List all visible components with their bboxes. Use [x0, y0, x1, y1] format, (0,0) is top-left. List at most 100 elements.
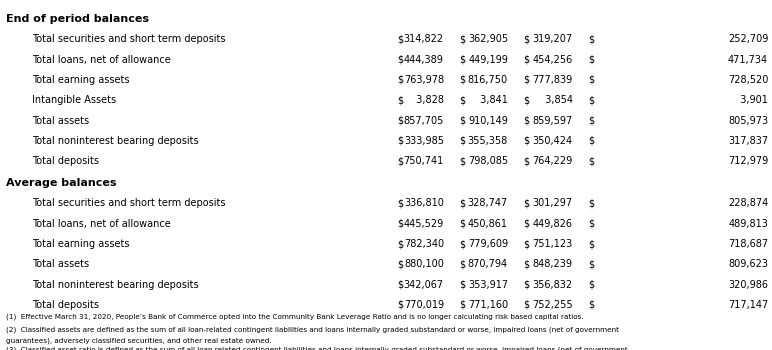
Text: 910,149: 910,149	[468, 116, 508, 126]
Text: Total assets: Total assets	[32, 116, 90, 126]
Text: $: $	[398, 136, 404, 146]
Text: Total securities and short term deposits: Total securities and short term deposits	[32, 198, 226, 209]
Text: Total loans, net of allowance: Total loans, net of allowance	[32, 55, 171, 65]
Text: $: $	[588, 156, 594, 166]
Text: 350,424: 350,424	[533, 136, 573, 146]
Text: $: $	[588, 95, 594, 105]
Text: $: $	[398, 259, 404, 270]
Text: $: $	[523, 219, 530, 229]
Text: End of period balances: End of period balances	[6, 14, 149, 24]
Text: 445,529: 445,529	[404, 219, 444, 229]
Text: 454,256: 454,256	[533, 55, 573, 65]
Text: Total noninterest bearing deposits: Total noninterest bearing deposits	[32, 136, 199, 146]
Text: $: $	[523, 300, 530, 310]
Text: 782,340: 782,340	[404, 239, 444, 249]
Text: 859,597: 859,597	[533, 116, 573, 126]
Text: 848,239: 848,239	[533, 259, 573, 270]
Text: guarantees), adversely classified securities, and other real estate owned.: guarantees), adversely classified securi…	[6, 338, 272, 344]
Text: $: $	[523, 280, 530, 290]
Text: $: $	[523, 198, 530, 209]
Text: $: $	[588, 239, 594, 249]
Text: Total deposits: Total deposits	[32, 156, 100, 166]
Text: 228,874: 228,874	[728, 198, 768, 209]
Text: 449,199: 449,199	[468, 55, 508, 65]
Text: 449,826: 449,826	[533, 219, 573, 229]
Text: 752,255: 752,255	[532, 300, 573, 310]
Text: $: $	[398, 198, 404, 209]
Text: $: $	[523, 95, 530, 105]
Text: 450,861: 450,861	[468, 219, 508, 229]
Text: 728,520: 728,520	[728, 75, 768, 85]
Text: 798,085: 798,085	[468, 156, 508, 166]
Text: $: $	[588, 259, 594, 270]
Text: $: $	[523, 55, 530, 65]
Text: 750,741: 750,741	[404, 156, 444, 166]
Text: 333,985: 333,985	[404, 136, 444, 146]
Text: 444,389: 444,389	[404, 55, 444, 65]
Text: 353,917: 353,917	[468, 280, 508, 290]
Text: $: $	[588, 219, 594, 229]
Text: (1)  Effective March 31, 2020, People’s Bank of Commerce opted into the Communit: (1) Effective March 31, 2020, People’s B…	[6, 313, 584, 320]
Text: $: $	[588, 300, 594, 310]
Text: $: $	[459, 75, 466, 85]
Text: $: $	[459, 259, 466, 270]
Text: 777,839: 777,839	[533, 75, 573, 85]
Text: $: $	[459, 300, 466, 310]
Text: 809,623: 809,623	[728, 259, 768, 270]
Text: $: $	[459, 280, 466, 290]
Text: 770,019: 770,019	[404, 300, 444, 310]
Text: 712,979: 712,979	[728, 156, 768, 166]
Text: 342,067: 342,067	[404, 280, 444, 290]
Text: 3,854: 3,854	[539, 95, 573, 105]
Text: Total assets: Total assets	[32, 259, 90, 270]
Text: 319,207: 319,207	[533, 34, 573, 44]
Text: $: $	[459, 116, 466, 126]
Text: 317,837: 317,837	[728, 136, 768, 146]
Text: $: $	[523, 239, 530, 249]
Text: 328,747: 328,747	[468, 198, 508, 209]
Text: $: $	[459, 156, 466, 166]
Text: Total loans, net of allowance: Total loans, net of allowance	[32, 219, 171, 229]
Text: 763,978: 763,978	[404, 75, 444, 85]
Text: 336,810: 336,810	[404, 198, 444, 209]
Text: 805,973: 805,973	[728, 116, 768, 126]
Text: 3,841: 3,841	[474, 95, 508, 105]
Text: 857,705: 857,705	[404, 116, 444, 126]
Text: Intangible Assets: Intangible Assets	[32, 95, 117, 105]
Text: $: $	[459, 55, 466, 65]
Text: 362,905: 362,905	[468, 34, 508, 44]
Text: $: $	[398, 300, 404, 310]
Text: $: $	[588, 280, 594, 290]
Text: $: $	[398, 75, 404, 85]
Text: Total deposits: Total deposits	[32, 300, 100, 310]
Text: Total earning assets: Total earning assets	[32, 75, 130, 85]
Text: $: $	[398, 34, 404, 44]
Text: $: $	[459, 219, 466, 229]
Text: $: $	[398, 219, 404, 229]
Text: $: $	[523, 116, 530, 126]
Text: $: $	[523, 75, 530, 85]
Text: 301,297: 301,297	[533, 198, 573, 209]
Text: (2)  Classified assets are defined as the sum of all loan-related contingent lia: (2) Classified assets are defined as the…	[6, 327, 619, 333]
Text: 751,123: 751,123	[533, 239, 573, 249]
Text: $: $	[523, 156, 530, 166]
Text: Total noninterest bearing deposits: Total noninterest bearing deposits	[32, 280, 199, 290]
Text: $: $	[588, 198, 594, 209]
Text: $: $	[459, 34, 466, 44]
Text: 816,750: 816,750	[468, 75, 508, 85]
Text: $: $	[588, 116, 594, 126]
Text: $: $	[588, 136, 594, 146]
Text: $: $	[398, 156, 404, 166]
Text: Total securities and short term deposits: Total securities and short term deposits	[32, 34, 226, 44]
Text: 718,687: 718,687	[728, 239, 768, 249]
Text: 489,813: 489,813	[728, 219, 768, 229]
Text: 771,160: 771,160	[468, 300, 508, 310]
Text: 314,822: 314,822	[404, 34, 444, 44]
Text: 356,832: 356,832	[533, 280, 573, 290]
Text: $: $	[459, 198, 466, 209]
Text: $: $	[459, 95, 466, 105]
Text: $: $	[398, 280, 404, 290]
Text: $: $	[523, 34, 530, 44]
Text: $: $	[398, 95, 404, 105]
Text: 355,358: 355,358	[468, 136, 508, 146]
